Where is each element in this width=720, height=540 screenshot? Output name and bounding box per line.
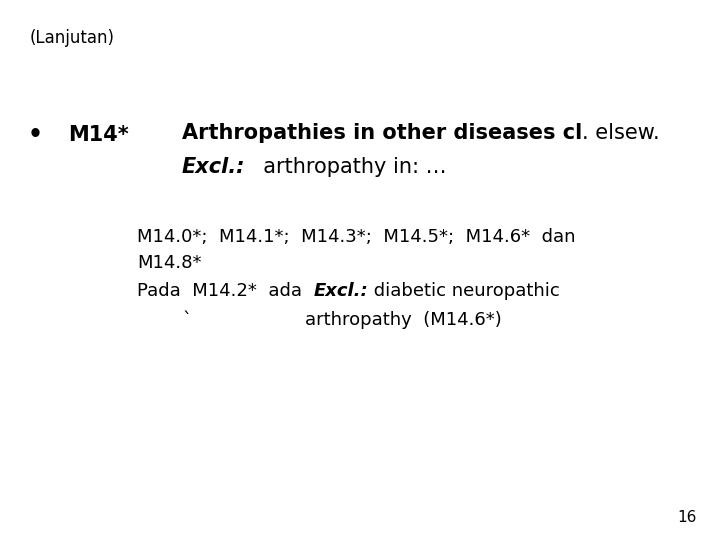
Text: M14.0*;  M14.1*;  M14.3*;  M14.5*;  M14.6*  dan: M14.0*; M14.1*; M14.3*; M14.5*; M14.6* d… — [137, 228, 575, 246]
Text: diabetic neuropathic: diabetic neuropathic — [368, 282, 560, 300]
Text: M14*: M14* — [68, 125, 129, 145]
Text: arthropathy in: …: arthropathy in: … — [250, 157, 446, 177]
Text: . elsew.: . elsew. — [582, 123, 660, 143]
Text: Excl.:: Excl.: — [313, 282, 368, 300]
Text: 16: 16 — [678, 510, 697, 525]
Text: (Lanjutan): (Lanjutan) — [30, 29, 115, 47]
Text: Pada  M14.2*  ada: Pada M14.2* ada — [137, 282, 313, 300]
Text: Arthropathies in other diseases cl: Arthropathies in other diseases cl — [182, 123, 582, 143]
Text: •: • — [28, 123, 43, 147]
Text: arthropathy  (M14.6*): arthropathy (M14.6*) — [305, 311, 502, 329]
Text: `: ` — [182, 311, 191, 329]
Text: Excl.:: Excl.: — [182, 157, 246, 177]
Text: M14.8*: M14.8* — [137, 254, 202, 272]
